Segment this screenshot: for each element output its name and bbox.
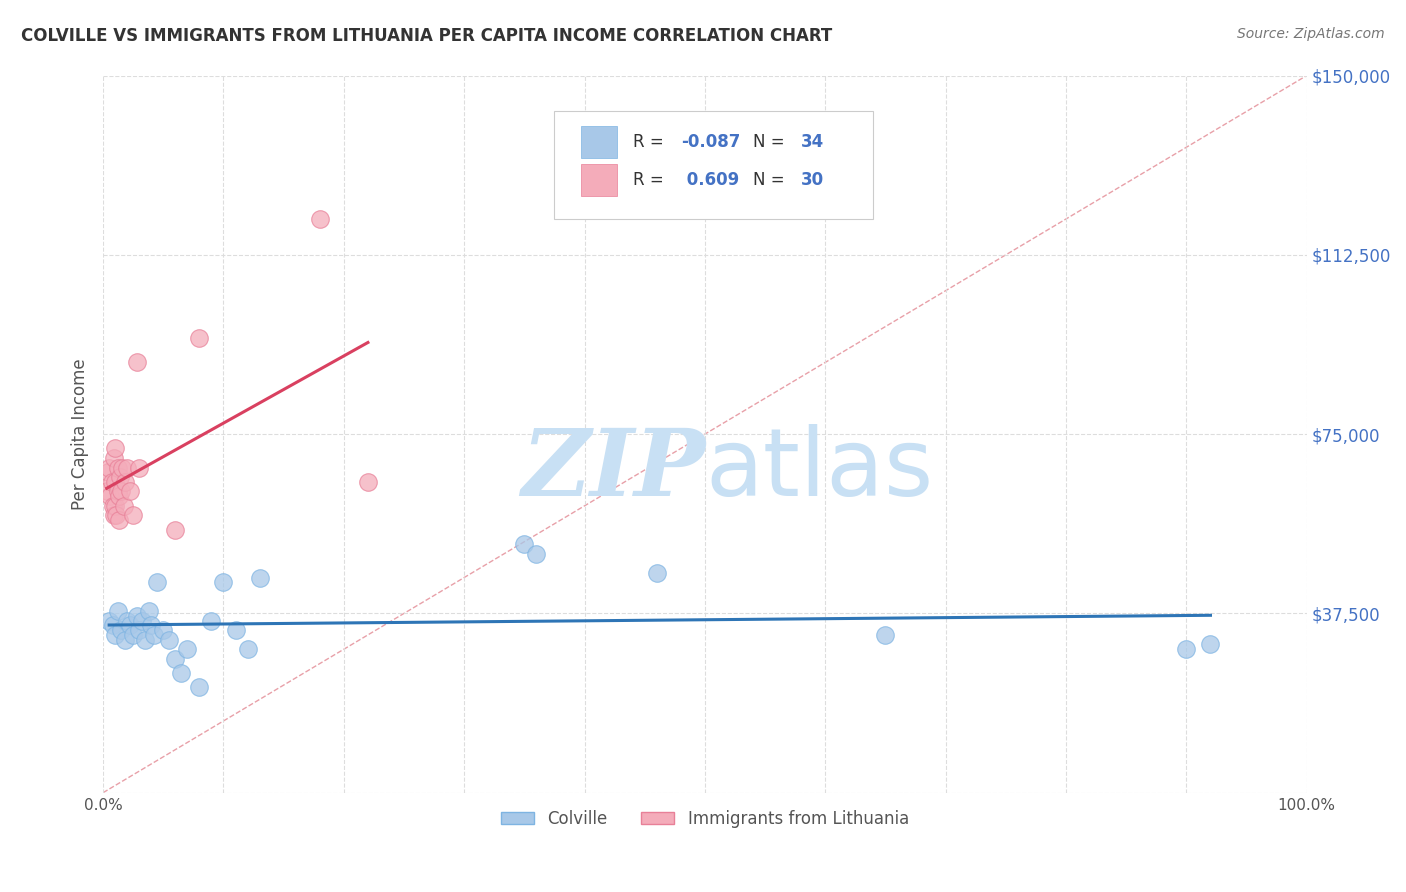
Point <box>125 608 148 623</box>
Point <box>98 614 121 628</box>
Point <box>176 642 198 657</box>
Point <box>128 623 150 637</box>
Text: N =: N = <box>754 171 790 189</box>
Point <box>108 470 131 484</box>
FancyBboxPatch shape <box>554 112 873 219</box>
Point <box>152 623 174 637</box>
Point <box>104 475 127 489</box>
Text: R =: R = <box>633 133 669 152</box>
Point <box>111 460 134 475</box>
Point <box>114 632 136 647</box>
Point <box>107 489 129 503</box>
Point <box>526 547 548 561</box>
Point <box>125 355 148 369</box>
Point <box>122 628 145 642</box>
Point <box>112 499 135 513</box>
Point <box>131 614 153 628</box>
Point <box>101 618 124 632</box>
Text: COLVILLE VS IMMIGRANTS FROM LITHUANIA PER CAPITA INCOME CORRELATION CHART: COLVILLE VS IMMIGRANTS FROM LITHUANIA PE… <box>21 27 832 45</box>
Text: N =: N = <box>754 133 790 152</box>
Point <box>138 604 160 618</box>
Point <box>1175 642 1198 657</box>
Point <box>103 508 125 523</box>
Point <box>96 484 118 499</box>
Point <box>357 475 380 489</box>
Point <box>146 575 169 590</box>
FancyBboxPatch shape <box>581 164 617 196</box>
Point <box>875 628 897 642</box>
Point <box>115 614 138 628</box>
Text: ZIP: ZIP <box>520 425 704 515</box>
Point <box>141 618 163 632</box>
Point <box>107 513 129 527</box>
FancyBboxPatch shape <box>581 126 617 158</box>
Point <box>134 632 156 647</box>
Point <box>513 537 536 551</box>
Point <box>101 499 124 513</box>
Point <box>100 475 122 489</box>
Point <box>645 566 668 580</box>
Point <box>107 460 129 475</box>
Point <box>98 460 121 475</box>
Text: atlas: atlas <box>704 424 934 516</box>
Point <box>128 460 150 475</box>
Point <box>110 623 132 637</box>
Point <box>142 628 165 642</box>
Text: R =: R = <box>633 171 669 189</box>
Point <box>114 475 136 489</box>
Point <box>188 681 211 695</box>
Point <box>107 484 129 499</box>
Point <box>97 466 120 480</box>
Point <box>225 623 247 637</box>
Y-axis label: Per Capita Income: Per Capita Income <box>72 359 89 510</box>
Point <box>103 450 125 465</box>
Point <box>1199 637 1222 651</box>
Point <box>118 618 141 632</box>
Point <box>104 628 127 642</box>
Point <box>115 460 138 475</box>
Text: 0.609: 0.609 <box>681 171 740 189</box>
Point <box>249 570 271 584</box>
Point <box>165 523 187 537</box>
Point <box>212 575 235 590</box>
Point <box>308 211 330 226</box>
Point <box>104 442 127 456</box>
Point <box>107 604 129 618</box>
Point <box>118 484 141 499</box>
Point <box>105 508 128 523</box>
Point <box>165 652 187 666</box>
Text: Source: ZipAtlas.com: Source: ZipAtlas.com <box>1237 27 1385 41</box>
Point <box>98 489 121 503</box>
Point <box>110 484 132 499</box>
Point <box>170 666 193 681</box>
Point <box>104 499 127 513</box>
Text: 30: 30 <box>801 171 824 189</box>
Text: -0.087: -0.087 <box>681 133 740 152</box>
Point <box>157 632 180 647</box>
Point <box>188 331 211 345</box>
Text: 34: 34 <box>801 133 824 152</box>
Point <box>200 614 222 628</box>
Point <box>122 508 145 523</box>
Legend: Colville, Immigrants from Lithuania: Colville, Immigrants from Lithuania <box>494 803 915 835</box>
Point <box>236 642 259 657</box>
